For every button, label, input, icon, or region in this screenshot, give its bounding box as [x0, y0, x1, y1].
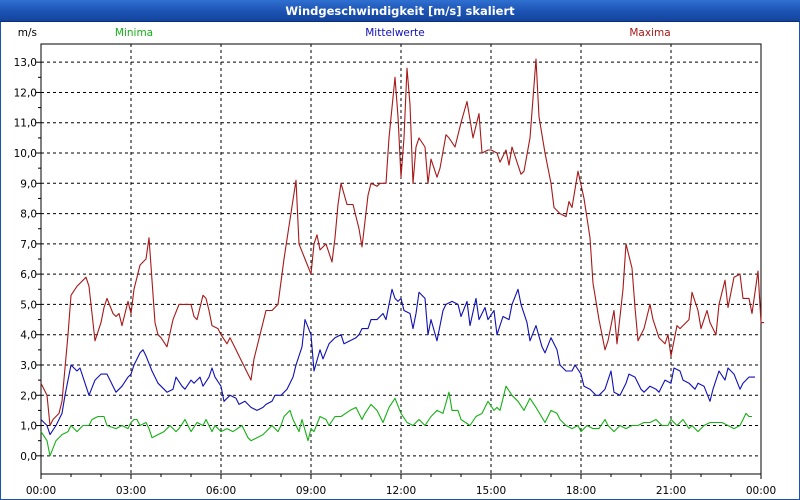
chart-svg: 0,0 1,0 2,0 3,0 4,0 5,0 6,0 7,0 8,0 9,0 10,0 11,0 12… [14, 27, 777, 497]
y-tick-label: 6,0 [20, 269, 37, 281]
x-tick-time: 12:00 [386, 485, 416, 497]
y-tick-label: 0,0 [20, 451, 37, 463]
y-tick-label: 13,0 [14, 57, 37, 69]
legend-minima: Minima [115, 27, 153, 39]
x-tick-time: 00:00 [26, 485, 56, 497]
y-tick-label: 7,0 [20, 239, 37, 251]
x-tick-time: 00:00 [746, 485, 776, 497]
x-tick-time: 09:00 [296, 485, 326, 497]
chart-frame: 0,0 1,0 2,0 3,0 4,0 5,0 6,0 7,0 8,0 9,0 10,0 11,0 12… [0, 22, 800, 500]
x-tick-time: 03:00 [116, 485, 146, 497]
legend-mittelwerte: Mittelwerte [365, 27, 425, 39]
y-tick-label: 2,0 [20, 390, 37, 402]
series-line-minima [40, 385, 752, 457]
y-tick-label: 10,0 [14, 148, 37, 160]
series-line-maxima [40, 58, 764, 427]
y-tick-label: 4,0 [20, 330, 37, 342]
window-title: Windgeschwindigkeit [m/s] skaliert [0, 0, 800, 22]
x-tick-time: 06:00 [206, 485, 236, 497]
y-tick-label: 9,0 [20, 178, 37, 190]
legend-maxima: Maxima [629, 27, 670, 39]
x-tick-time: 15:00 [476, 485, 506, 497]
x-tick-time: 18:00 [566, 485, 596, 497]
y-tick-label: 3,0 [20, 360, 37, 372]
y-tick-label: 12,0 [14, 87, 37, 99]
y-tick-label: 1,0 [20, 421, 37, 433]
y-axis-label: m/s [18, 27, 37, 39]
series-line-mittelwerte [40, 288, 755, 436]
y-tick-label: 5,0 [20, 299, 37, 311]
y-tick-label: 11,0 [14, 118, 37, 130]
x-tick-time: 21:00 [656, 485, 686, 497]
plot-border [40, 43, 762, 475]
y-tick-label: 8,0 [20, 209, 37, 221]
